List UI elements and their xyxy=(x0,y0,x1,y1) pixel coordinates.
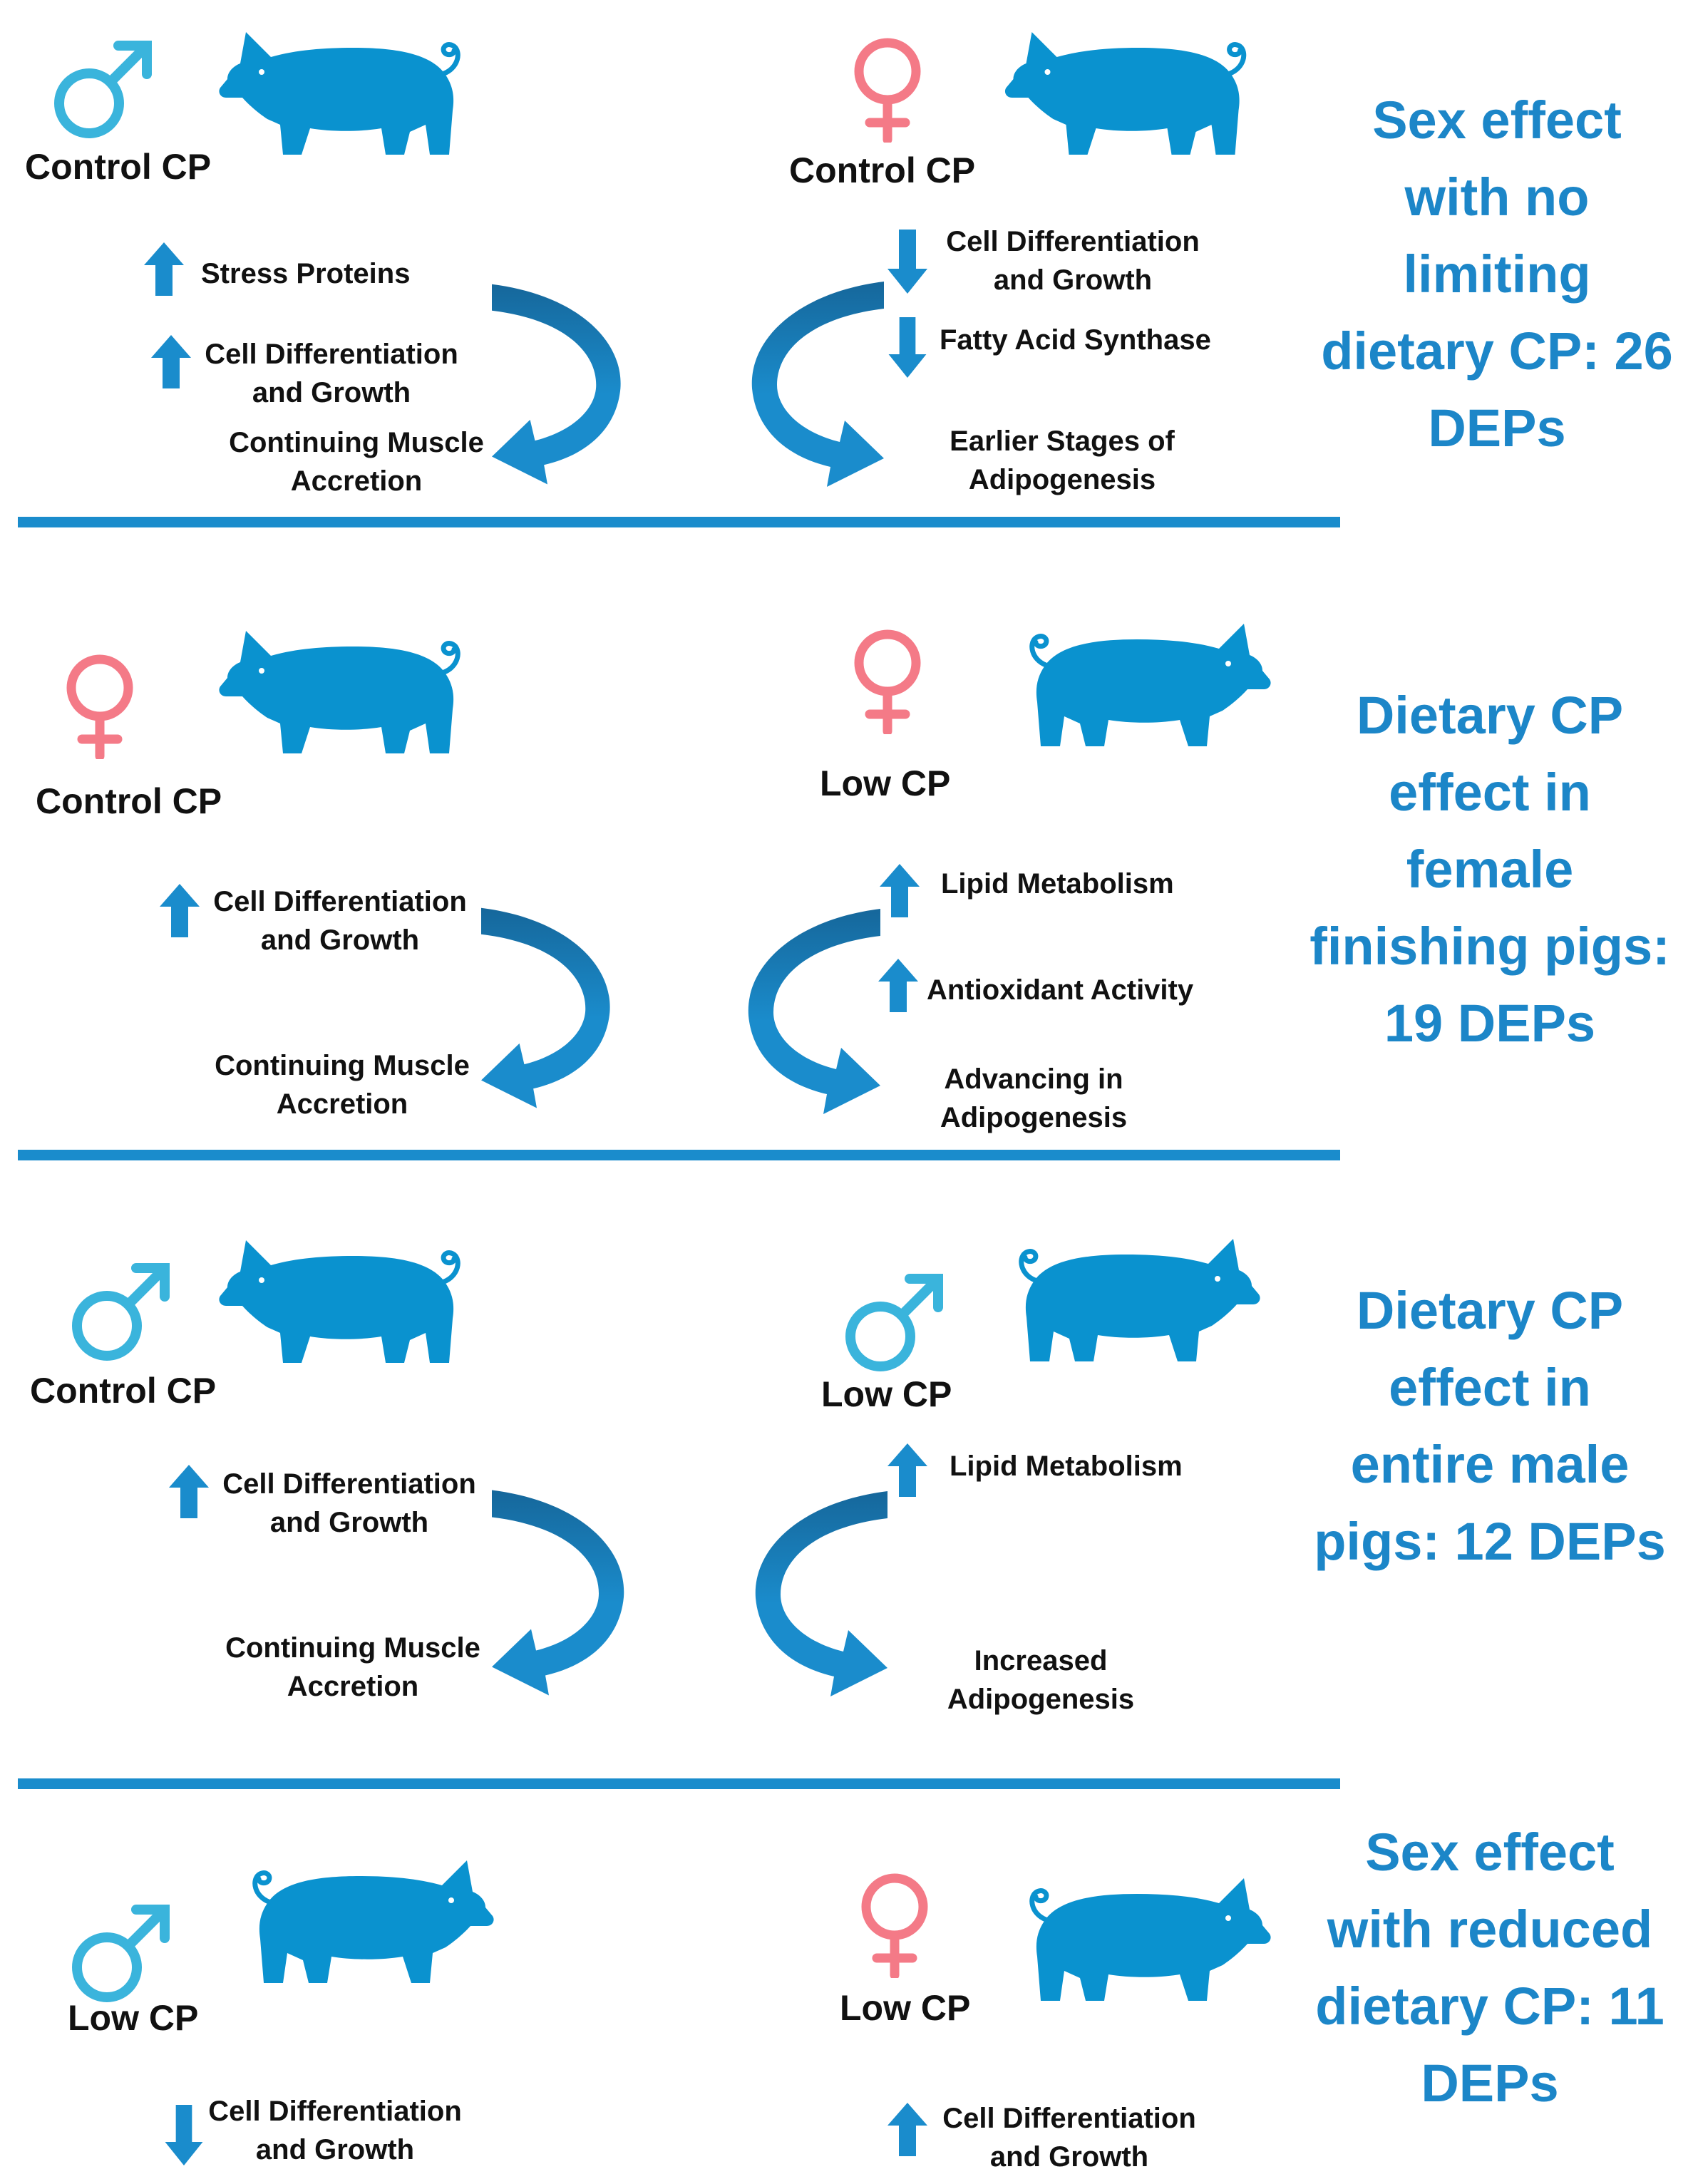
panel-summary: Sex effect with reduced dietary CP: 11 D… xyxy=(1315,1823,1664,2113)
pig-icon xyxy=(217,18,492,160)
male-symbol-icon xyxy=(68,1900,175,2007)
female-symbol-icon xyxy=(855,1871,934,1978)
group-label: Low CP xyxy=(840,1988,971,2028)
outcome-label: Continuing Muscle Accretion xyxy=(229,427,484,497)
outcome-label: Continuing Muscle Accretion xyxy=(215,1050,470,1120)
up-arrow-icon xyxy=(143,242,185,296)
panel-summary: Sex effect with no limiting dietary CP: … xyxy=(1321,91,1673,458)
effect-label: Cell Differentiation and Growth xyxy=(942,2103,1196,2173)
outcome-label: Continuing Muscle Accretion xyxy=(225,1632,480,1702)
divider xyxy=(18,1150,1340,1160)
curved-arrow-left-icon xyxy=(745,1484,887,1712)
up-arrow-icon xyxy=(168,1465,210,1518)
effect-label: Cell Differentiation and Growth xyxy=(213,886,467,956)
group-label: Low CP xyxy=(821,1374,952,1414)
up-arrow-icon xyxy=(878,864,921,917)
up-arrow-icon xyxy=(158,884,201,937)
pig-icon xyxy=(217,617,492,759)
effect-label: Lipid Metabolism xyxy=(950,1451,1183,1482)
pig-icon xyxy=(987,1225,1262,1367)
pig-icon xyxy=(998,1864,1272,2007)
female-symbol-icon xyxy=(848,627,927,734)
female-symbol-icon xyxy=(61,652,139,759)
panel-summary: Dietary CP effect in entire male pigs: 1… xyxy=(1314,1281,1666,1571)
group-label: Control CP xyxy=(36,781,222,821)
up-arrow-icon xyxy=(886,1443,929,1497)
curved-arrow-left-icon xyxy=(741,274,884,503)
panel-summary: Dietary CP effect in female finishing pi… xyxy=(1309,686,1670,1053)
down-arrow-icon xyxy=(163,2105,205,2165)
curved-arrow-right-icon xyxy=(492,274,631,503)
divider xyxy=(18,1778,1340,1789)
down-arrow-icon xyxy=(886,317,929,378)
divider xyxy=(18,517,1340,527)
male-symbol-icon xyxy=(68,1258,175,1365)
group-label: Control CP xyxy=(25,147,212,187)
effect-label: Antioxidant Activity xyxy=(927,974,1194,1006)
up-arrow-icon xyxy=(150,335,192,388)
group-label: Low CP xyxy=(68,1998,199,2038)
down-arrow-icon xyxy=(886,230,929,294)
curved-arrow-left-icon xyxy=(738,902,880,1130)
group-label: Control CP xyxy=(30,1371,217,1411)
pig-icon xyxy=(1002,18,1280,160)
group-label: Low CP xyxy=(820,763,951,803)
male-symbol-icon xyxy=(50,36,157,143)
pig-icon xyxy=(221,1846,495,1989)
up-arrow-icon xyxy=(886,2103,929,2156)
outcome-label: Advancing in Adipogenesis xyxy=(940,1063,1128,1133)
pig-icon xyxy=(998,609,1272,752)
effect-label: Cell Differentiation and Growth xyxy=(222,1468,476,1538)
curved-arrow-right-icon xyxy=(481,898,620,1126)
effect-label: Lipid Metabolism xyxy=(941,868,1174,900)
outcome-label: Earlier Stages of Adipogenesis xyxy=(950,426,1175,495)
effect-label: Cell Differentiation and Growth xyxy=(208,2096,462,2165)
effect-label: Fatty Acid Synthase xyxy=(940,324,1211,356)
pig-icon xyxy=(217,1226,492,1369)
male-symbol-icon xyxy=(841,1269,948,1376)
effect-label: Stress Proteins xyxy=(201,258,411,289)
outcome-label: Increased Adipogenesis xyxy=(947,1645,1135,1715)
female-symbol-icon xyxy=(848,36,927,143)
effect-label: Cell Differentiation and Growth xyxy=(205,339,458,408)
effect-label: Cell Differentiation and Growth xyxy=(946,226,1200,296)
up-arrow-icon xyxy=(877,959,920,1012)
group-label: Control CP xyxy=(789,150,976,190)
curved-arrow-right-icon xyxy=(492,1481,634,1713)
